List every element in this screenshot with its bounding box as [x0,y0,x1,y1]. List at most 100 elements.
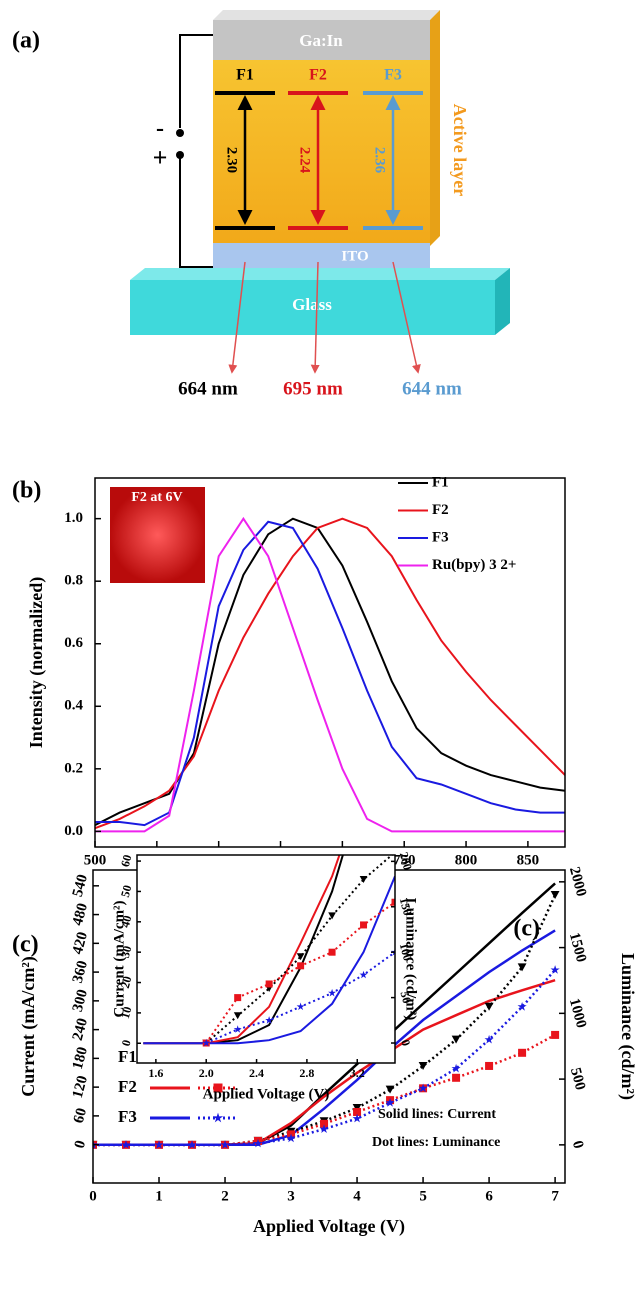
data-marker [265,1016,274,1024]
data-marker [234,994,242,1002]
y2-tick-label: 2000 [566,865,589,898]
layer-label: ITO [341,248,368,264]
y-tick-label: 0.4 [64,698,83,714]
emission-label: 664 nm [178,378,238,399]
y2-tick-label: 200 [397,851,415,872]
x-tick-label: 2 [221,1189,229,1205]
glass-layer [130,280,495,335]
data-marker [253,1138,263,1148]
data-marker [286,1133,296,1143]
terminal [176,151,184,159]
y-tick-label: 50 [118,884,135,899]
y-axis-label: Current (mA/cm²) [18,956,39,1097]
y2-tick-label: 500 [567,1066,588,1092]
y2-tick-label: 1000 [566,997,589,1030]
layer-label: Active layer [450,104,470,196]
y2-tick-label: 150 [397,896,415,917]
y2-tick-label: 0 [398,1038,413,1047]
data-marker [517,1002,527,1011]
x-tick-label: 3.2 [350,1066,365,1080]
data-line [95,516,565,833]
band-name: F2 [309,67,327,84]
legend-label: F3 [118,1107,137,1126]
axes-frame [94,477,566,848]
data-marker [550,890,560,899]
y-tick-label: 120 [70,1074,91,1100]
y-tick-label: 480 [70,901,91,927]
y-tick-label: 540 [70,873,91,899]
data-marker [352,1113,362,1123]
y-tick-label: 60 [71,1106,90,1125]
data-marker [328,948,336,956]
y-tick-label: 360 [70,959,91,985]
y-tick-label: 0 [119,1038,134,1047]
y-tick-label: 0 [72,1139,89,1150]
data-marker [485,1061,494,1070]
x-tick-label: 0 [89,1189,97,1205]
data-marker [319,1124,329,1133]
y-tick-label: 30 [118,944,135,959]
data-marker [385,1098,395,1107]
layer-label: Glass [292,295,332,314]
terminal [176,129,184,137]
y-tick-label: 0.8 [64,573,83,589]
data-marker [154,1140,164,1149]
x-tick-label: 2.4 [249,1066,264,1080]
data-marker [121,1140,131,1149]
panel-a: (a) Ga:In ITO Glass Active layer - + [12,10,510,335]
data-marker [320,1119,329,1128]
data-marker [452,1073,461,1082]
data-line [95,517,565,826]
emission-arrow [310,261,320,374]
x-axis-label: Applied Voltage (V) [203,1086,330,1102]
legend-marker [212,1112,224,1123]
data-line [143,875,395,1045]
x-tick-label: 4 [353,1189,361,1205]
x-tick-label: 750 [393,853,416,869]
data-marker [359,876,368,884]
legend-label: F3 [432,529,449,545]
x-axis-label: Applied Voltage (V) [253,1216,405,1237]
y-tick-label: 300 [70,988,91,1014]
x-tick-label: 800 [455,853,478,869]
layer-side-face [430,10,440,246]
y-tick-label: 0.6 [64,635,83,651]
ito-layer [213,243,430,270]
x-tick-label: 3 [287,1189,295,1205]
y-tick-label: 60 [118,853,135,868]
panel-label: (b) [12,478,41,504]
data-marker [484,1002,494,1011]
band-gap: 2.30 [224,147,240,173]
y-tick-label: 20 [118,975,135,990]
glass-side-face [495,268,510,335]
x-tick-label: 500 [84,853,107,869]
legend-label: Ru(bpy) 3 2+ [432,557,516,573]
data-marker [418,1083,428,1093]
y-tick-label: 420 [70,930,91,956]
y-tick-label: 1.0 [64,510,83,526]
data-marker [518,1048,527,1057]
y2-axis-label: Luminance (cd/m²) [403,898,419,1020]
data-marker [359,970,368,979]
band-gap: 2.24 [297,147,313,174]
data-marker [484,1034,494,1044]
layer-top-face [213,10,440,20]
band-name: F3 [384,67,402,84]
x-tick-label: 7 [551,1189,559,1205]
annotation: Solid lines: Current [378,1107,496,1122]
data-marker [202,1038,211,1047]
data-marker [385,1085,395,1094]
legend-label: F1 [118,1047,137,1066]
data-marker [353,1107,362,1116]
emission-label: 695 nm [283,378,343,399]
y-tick-label: 240 [70,1017,91,1043]
x-tick-label: 1 [155,1189,163,1205]
y2-tick-label: 1500 [566,931,589,964]
terminal-label: - [156,116,164,142]
wire [179,34,213,268]
data-marker [328,912,336,920]
data-marker [360,921,368,929]
y-tick-label: 40 [118,914,135,929]
data-marker [296,953,305,961]
data-line [95,517,565,830]
